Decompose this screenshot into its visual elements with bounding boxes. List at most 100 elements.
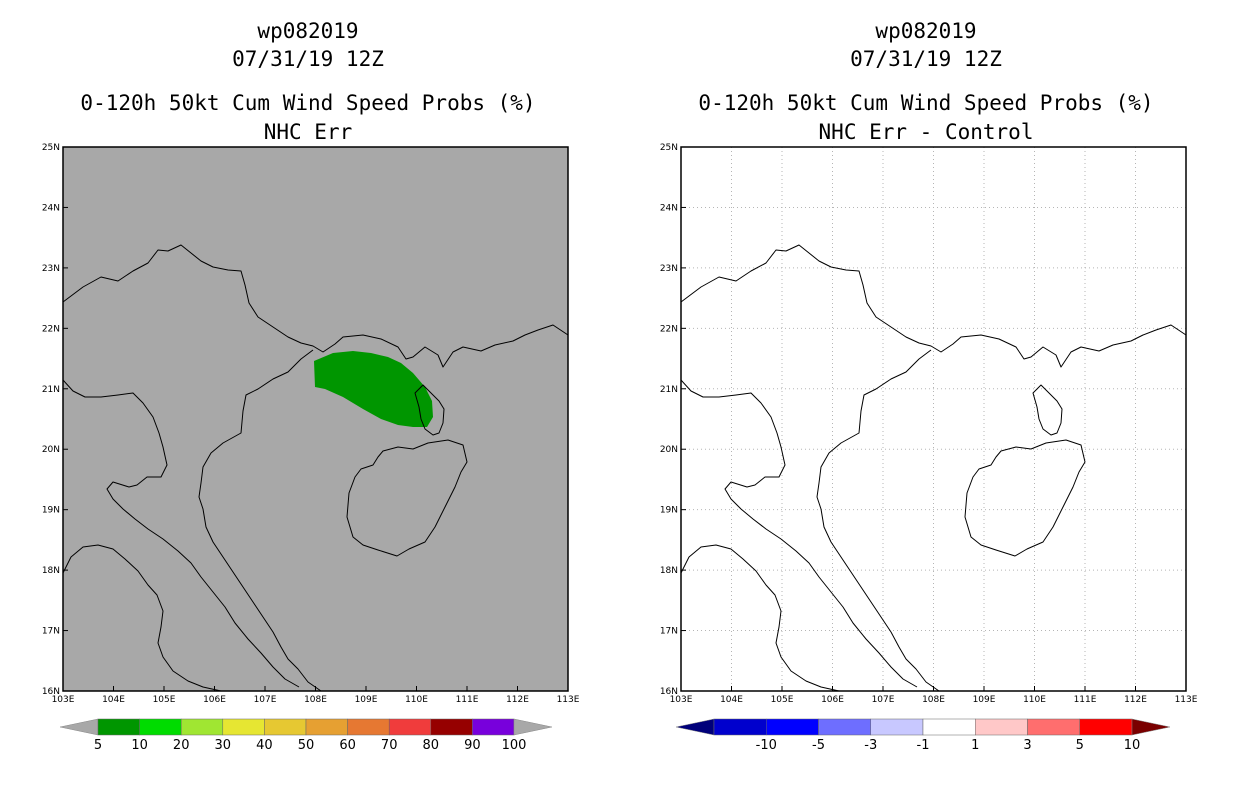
colorbar-label: 3 (1023, 738, 1031, 753)
colorbar-label: 5 (1076, 738, 1084, 753)
colorbar-label: 90 (464, 738, 481, 753)
right-title-datetime: 07/31/19 12Z (850, 47, 1002, 71)
lat-tick-label: 17N (42, 627, 60, 637)
right-title-product: 0-120h 50kt Cum Wind Speed Probs (%) (698, 91, 1153, 115)
lon-tick-label: 105E (153, 695, 176, 705)
colorbar-label: -5 (812, 738, 825, 753)
left-coastlines (62, 244, 569, 692)
lat-tick-label: 18N (42, 566, 60, 576)
colorbar-segment (388, 718, 432, 736)
left-panel: wp082019 07/31/19 12Z 0-120h 50kt Cum Wi… (42, 19, 580, 753)
lon-tick-label: 106E (203, 695, 226, 705)
colorbar-segment (472, 718, 515, 736)
lon-tick-label: 113E (557, 695, 580, 705)
lat-tick-label: 23N (660, 264, 678, 274)
colorbar-label: 70 (381, 738, 398, 753)
colorbar-high-arrow (1131, 718, 1171, 736)
left-map-background (63, 147, 568, 691)
lon-tick-label: 103E (52, 695, 75, 705)
colorbar-label: 1 (971, 738, 979, 753)
lon-tick-label: 109E (355, 695, 378, 705)
lon-tick-label: 108E (304, 695, 327, 705)
lon-tick-label: 111E (1074, 695, 1097, 705)
right-coastlines (680, 244, 1187, 692)
colorbar-label: 80 (423, 738, 440, 753)
lat-tick-label: 17N (660, 627, 678, 637)
lat-tick-label: 22N (42, 324, 60, 334)
lat-tick-label: 18N (660, 566, 678, 576)
lat-tick-label: 21N (660, 385, 678, 395)
lat-tick-label: 21N (42, 385, 60, 395)
colorbar-low-arrow (59, 718, 99, 736)
colorbar-segment (713, 718, 767, 736)
lat-tick-label: 20N (660, 445, 678, 455)
lat-tick-label: 16N (660, 687, 678, 697)
lat-tick-label: 23N (42, 264, 60, 274)
lon-tick-label: 108E (922, 695, 945, 705)
colorbar-label: 30 (215, 738, 232, 753)
colorbar-segment (766, 718, 819, 736)
lon-tick-label: 111E (456, 695, 479, 705)
colorbar-segment (264, 718, 307, 736)
lat-tick-label: 25N (660, 143, 678, 153)
lat-tick-label: 19N (660, 506, 678, 516)
colorbar-segment (139, 718, 182, 736)
lon-tick-label: 105E (771, 695, 794, 705)
right-title-subtitle: NHC Err - Control (819, 120, 1034, 144)
colorbar-label: 20 (173, 738, 190, 753)
probability-area-5-10 (314, 351, 433, 427)
left-map-content (62, 244, 569, 692)
lat-tick-label: 24N (660, 203, 678, 213)
lon-tick-label: 107E (254, 695, 277, 705)
left-title-product: 0-120h 50kt Cum Wind Speed Probs (%) (80, 91, 535, 115)
colorbar-label: 10 (1124, 738, 1141, 753)
colorbar-label: 60 (339, 738, 356, 753)
colorbar-label: 50 (298, 738, 315, 753)
colorbar-segment (870, 718, 924, 736)
colorbar-low-arrow (675, 718, 715, 736)
right-axis-ticks: 103E 104E 105E 106E 107E 108E 109E 110E 111E 112E… (660, 143, 1198, 705)
right-title-storm-id: wp082019 (875, 19, 976, 43)
lon-tick-label: 112E (506, 695, 529, 705)
lon-tick-label: 104E (102, 695, 125, 705)
lon-tick-label: 106E (821, 695, 844, 705)
colorbar-label: -10 (756, 738, 777, 753)
lat-tick-label: 24N (42, 203, 60, 213)
colorbar-segment (347, 718, 390, 736)
lat-tick-label: 19N (42, 506, 60, 516)
colorbar-segment (922, 718, 976, 736)
lon-tick-label: 110E (1023, 695, 1046, 705)
colorbar-segment (818, 718, 871, 736)
colorbar-high-arrow (513, 718, 553, 736)
lat-tick-label: 25N (42, 143, 60, 153)
lon-tick-label: 113E (1175, 695, 1198, 705)
colorbar-label: 100 (502, 738, 527, 753)
left-axis-ticks: 103E 104E 105E 106E 107E 108E 109E 110E 111E 112E… (42, 143, 580, 705)
colorbar-segment (975, 718, 1028, 736)
left-colorbar: 5 10 20 30 40 50 60 70 80 90 100 (59, 718, 553, 753)
colorbar-segment (1079, 718, 1133, 736)
lat-tick-label: 20N (42, 445, 60, 455)
colorbar-segment (222, 718, 265, 736)
right-colorbar: -10 -5 -3 -1 1 3 5 10 (675, 718, 1171, 753)
left-title-storm-id: wp082019 (257, 19, 358, 43)
right-map-content (680, 244, 1187, 692)
lon-tick-label: 103E (670, 695, 693, 705)
colorbar-segment (1027, 718, 1080, 736)
left-title-datetime: 07/31/19 12Z (232, 47, 384, 71)
colorbar-label: 10 (131, 738, 148, 753)
lat-tick-label: 16N (42, 687, 60, 697)
colorbar-segment (180, 718, 224, 736)
colorbar-segment (97, 718, 140, 736)
colorbar-label: 40 (256, 738, 273, 753)
colorbar-label: -1 (917, 738, 930, 753)
right-gridlines (681, 147, 1186, 691)
colorbar-label: 5 (94, 738, 102, 753)
lon-tick-label: 109E (973, 695, 996, 705)
right-panel: wp082019 07/31/19 12Z 0-120h 50kt Cum Wi… (660, 19, 1198, 753)
lon-tick-label: 104E (720, 695, 743, 705)
colorbar-label: -3 (864, 738, 877, 753)
colorbar-segment (305, 718, 348, 736)
left-title-subtitle: NHC Err (264, 120, 353, 144)
